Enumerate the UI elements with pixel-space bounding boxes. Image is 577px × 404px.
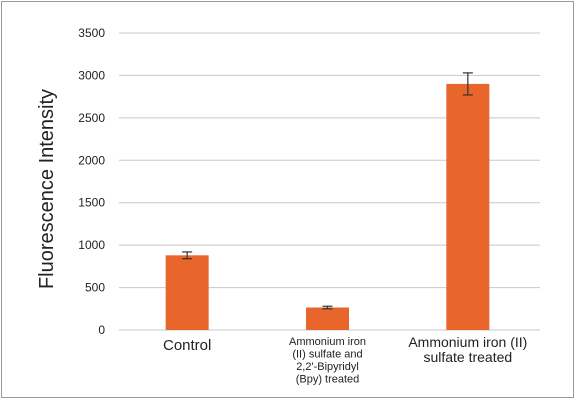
x-category-label: (II) sulfate and [292,349,362,361]
bar-chart: 0 500 1000 1500 2000 2500 3000 3500 Control Ammo… [36,26,540,386]
x-category-label: sulfate treated [423,349,512,365]
error-bars [182,72,473,310]
error-bar [462,72,473,96]
y-tick-label: 1000 [78,238,105,252]
x-category-label: 2,2'-Bipyridyl [296,361,359,373]
x-category-label: Control [163,337,211,354]
error-bar [322,305,333,310]
x-axis-category-labels: Control Ammonium iron(II) sulfate and2,2'… [163,334,527,386]
bars [165,83,490,331]
bar [306,307,349,330]
y-tick-label: 0 [98,323,105,337]
y-axis-label: Fluorescence Intensity [36,89,58,289]
bar [165,255,209,330]
x-category-label: Ammonium iron (II) [408,334,527,350]
y-tick-label: 1500 [78,196,105,210]
error-bar [182,251,193,260]
y-tick-label: 500 [85,281,105,295]
y-axis-tick-labels: 0 500 1000 1500 2000 2500 3000 3500 [78,26,105,337]
y-tick-label: 3500 [78,26,105,40]
chart-frame: 0 500 1000 1500 2000 2500 3000 3500 Control Ammo… [1,1,574,398]
x-category-label: (Bpy) treated [296,374,360,386]
y-tick-label: 3000 [78,68,105,82]
y-tick-label: 2000 [78,153,105,167]
x-category-label: Ammonium iron [289,336,366,348]
bar [446,83,490,331]
y-tick-label: 2500 [78,111,105,125]
